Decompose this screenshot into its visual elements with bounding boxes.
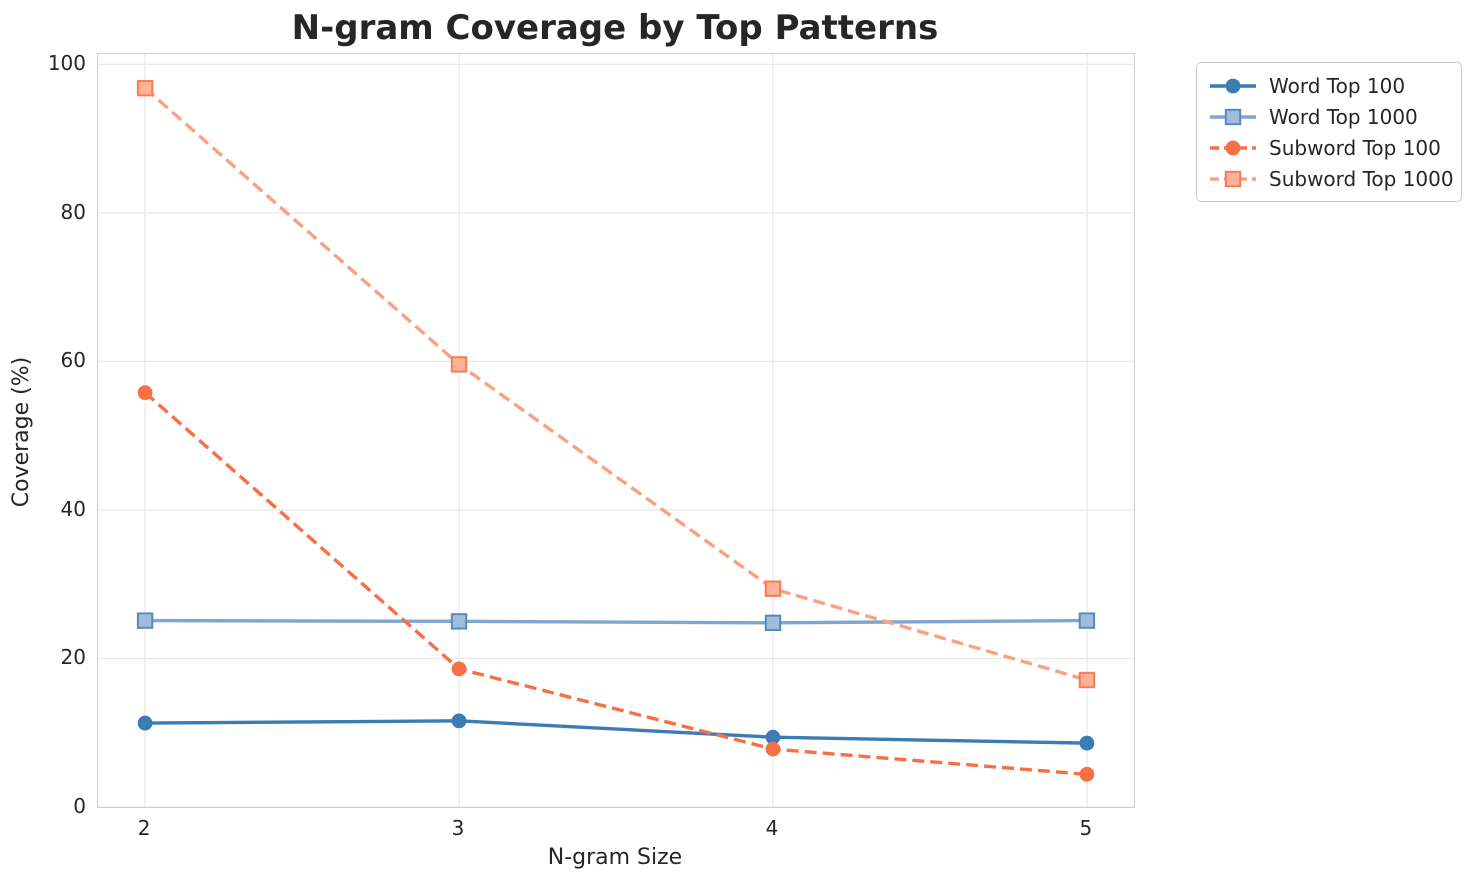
data-point-marker xyxy=(451,713,467,729)
data-point-marker xyxy=(1078,671,1096,689)
y-tick-label: 20 xyxy=(60,645,86,670)
legend-line-circle-icon xyxy=(1210,140,1256,155)
data-point-marker xyxy=(1079,735,1095,751)
legend-label: Word Top 1000 xyxy=(1269,104,1418,129)
legend-item: Word Top 1000 xyxy=(1209,101,1449,132)
x-tick-label: 3 xyxy=(451,816,465,840)
data-point-marker xyxy=(1078,612,1096,629)
series-line xyxy=(145,719,1087,745)
plot-canvas xyxy=(98,54,1134,807)
series-line xyxy=(145,618,1087,625)
plot-area xyxy=(97,53,1135,808)
x-axis-label: N-gram Size xyxy=(547,845,683,870)
legend-item: Subword Top 1000 xyxy=(1209,163,1454,194)
data-point-marker xyxy=(450,356,468,373)
legend-line-square-icon xyxy=(1210,170,1256,187)
legend-line-square-icon xyxy=(1210,108,1256,125)
legend-label: Subword Top 100 xyxy=(1269,135,1441,160)
x-tick-label: 2 xyxy=(137,816,151,840)
legend: Word Top 100 Word Top 1000 Subword Top 100… xyxy=(1196,62,1462,202)
y-tick-label: 60 xyxy=(60,348,86,373)
legend-label: Subword Top 1000 xyxy=(1269,166,1454,191)
data-point-marker xyxy=(137,385,153,401)
legend-label: Word Top 100 xyxy=(1269,73,1406,98)
chart-title: N-gram Coverage by Top Patterns xyxy=(291,8,939,48)
data-point-marker xyxy=(764,580,782,597)
series-line xyxy=(143,391,1088,777)
y-tick-label: 80 xyxy=(60,199,86,224)
y-tick-label: 40 xyxy=(60,496,86,521)
x-tick-label: 5 xyxy=(1079,816,1093,840)
data-point-marker xyxy=(136,79,154,97)
data-point-marker xyxy=(450,613,468,630)
data-point-marker xyxy=(136,612,154,629)
data-point-marker xyxy=(1079,766,1095,782)
legend-line-circle-icon xyxy=(1210,78,1256,93)
data-point-marker xyxy=(137,715,153,731)
data-point-marker xyxy=(764,614,782,632)
data-point-marker xyxy=(765,729,781,745)
legend-item: Word Top 100 xyxy=(1209,70,1449,101)
data-point-marker xyxy=(451,661,467,677)
y-tick-label: 0 xyxy=(73,794,86,818)
legend-item: Subword Top 100 xyxy=(1209,132,1449,163)
y-axis-label: Coverage (%) xyxy=(9,356,34,508)
y-tick-label: 100 xyxy=(47,51,86,76)
data-point-marker xyxy=(765,741,781,757)
series-line xyxy=(143,86,1088,682)
x-tick-label: 4 xyxy=(765,816,779,840)
